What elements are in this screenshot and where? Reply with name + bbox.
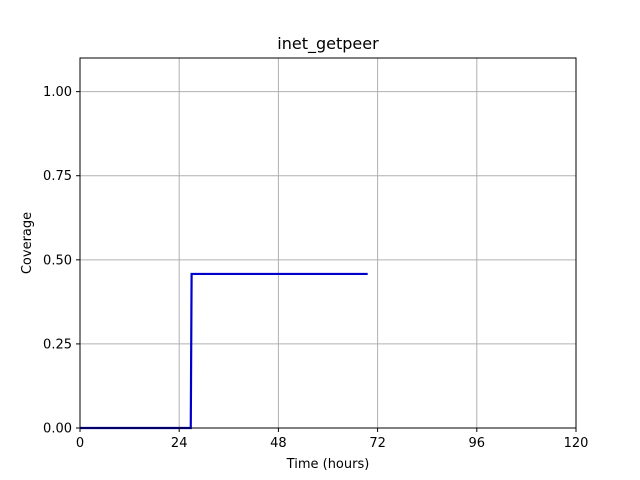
x-tick-label: 96 — [469, 436, 486, 451]
x-tick-label: 120 — [564, 436, 589, 451]
x-tick-label: 72 — [369, 436, 386, 451]
y-tick-label: 1.00 — [43, 85, 72, 100]
x-tick-label: 0 — [76, 436, 84, 451]
x-tick-label: 24 — [171, 436, 188, 451]
x-axis-label: Time (hours) — [286, 457, 370, 472]
y-tick-label: 0.50 — [43, 253, 72, 268]
chart-title: inet_getpeer — [277, 34, 379, 54]
y-tick-label: 0.25 — [43, 337, 72, 352]
y-tick-label: 0.00 — [43, 422, 72, 437]
ticks: 0 24 48 72 96 120 0.00 0.25 0.50 0.75 1.00 — [43, 85, 588, 451]
y-tick-label: 0.75 — [43, 169, 72, 184]
x-tick-label: 48 — [270, 436, 287, 451]
y-axis-label: Coverage — [20, 212, 35, 274]
plot-frame — [79, 57, 577, 429]
